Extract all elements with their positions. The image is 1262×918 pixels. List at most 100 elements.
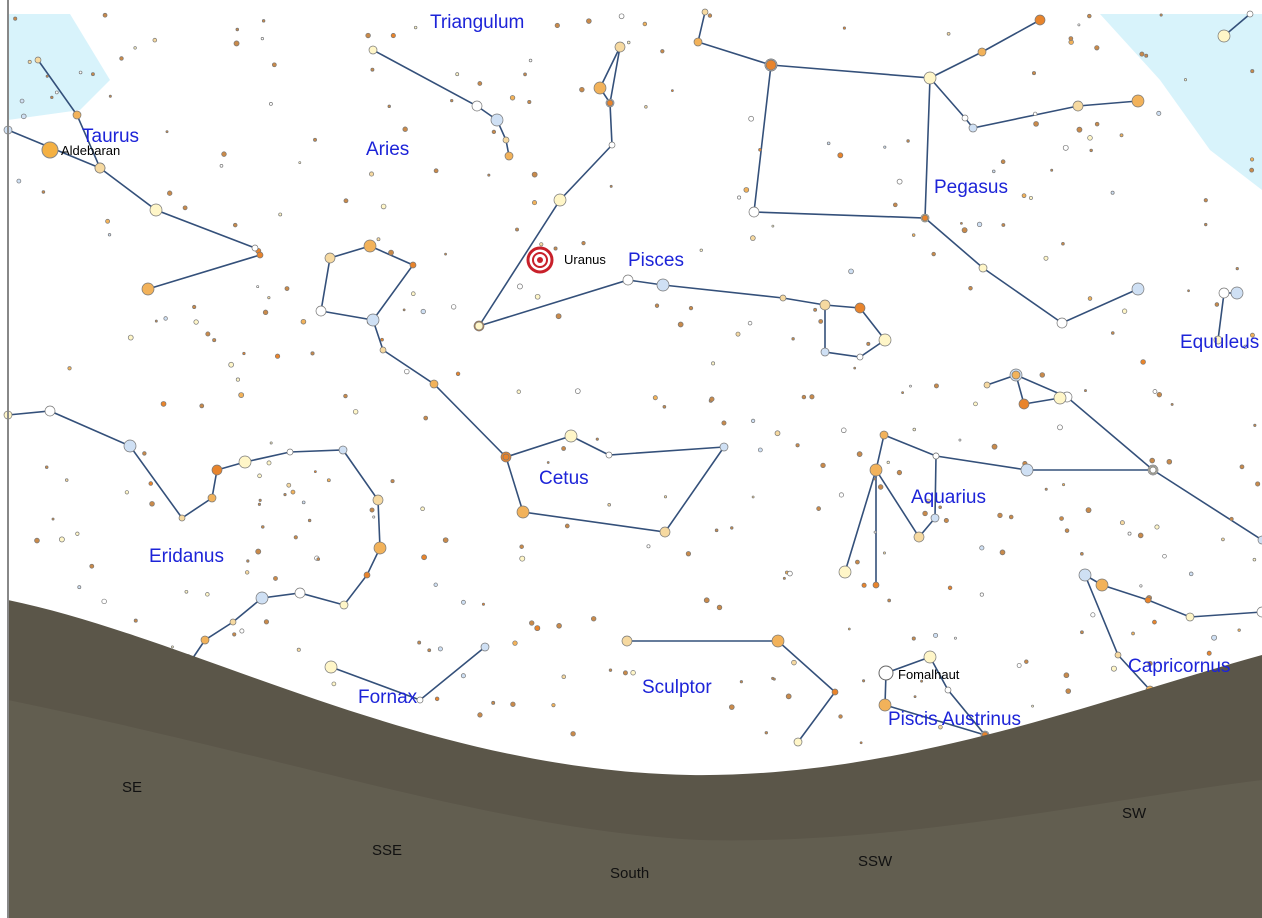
star-dot [1150,467,1156,473]
star-dot [857,452,862,457]
star-dot [370,508,374,512]
star-dot [179,515,185,521]
star-dot [792,338,795,341]
star-dot [922,215,928,221]
star-dot [657,279,669,291]
star-dot [979,264,987,272]
star-dot [511,702,516,707]
star-dot [857,354,863,360]
star-dot [945,687,951,693]
star-dot [893,203,897,207]
star-dot [736,332,740,336]
star-dot [766,60,776,70]
star-dot [443,538,448,543]
star-dot [1152,620,1156,624]
star-dot [788,571,793,576]
star-dot [482,603,484,605]
star-dot [749,116,754,121]
star-dot [969,286,973,290]
star-dot [1189,572,1193,576]
star-dot [435,697,439,701]
star-dot [472,101,482,111]
star-dot [556,314,561,319]
star-dot [45,406,55,416]
star-dot [923,511,928,516]
star-dot [1088,135,1093,140]
star-dot [488,174,490,176]
star-dot [643,22,647,26]
star-dot [615,42,625,52]
star-dot [562,675,566,679]
star-dot [230,619,236,625]
star-dot [1215,303,1219,307]
star-dot [575,389,580,394]
star-dot [860,742,862,744]
star-dot [960,222,962,224]
star-dot [256,549,261,554]
star-dot [1022,194,1026,198]
star-dot [1231,287,1243,299]
star-dot [45,466,48,469]
star-dot [314,471,316,473]
star-dot [902,392,904,394]
star-dot [909,385,911,387]
star-dot [974,402,978,406]
star-dot [450,99,453,102]
star-dot [404,369,409,374]
star-dot [1078,24,1080,26]
star-dot [775,431,780,436]
star-dot [424,416,428,420]
star-dot [35,57,41,63]
star-dot [821,463,826,468]
star-dot [353,409,358,414]
star-dot [388,250,393,255]
star-dot [992,444,997,449]
star-dot [451,305,456,310]
star-dot [1054,392,1066,404]
star-dot [21,114,26,119]
star-dot [653,396,657,400]
constellation-label: Pegasus [934,177,1008,198]
star-dot [1064,673,1069,678]
star-dot [524,73,527,76]
star-dot [980,593,983,596]
star-dot [268,296,270,298]
star-dot [888,599,891,602]
star-dot [234,41,239,46]
star-dot [867,342,870,345]
star-dot [959,439,961,441]
star-dot [879,666,893,680]
star-dot [737,196,740,199]
star-dot [1096,579,1108,591]
star-dot [1088,297,1092,301]
star-dot [150,204,162,216]
star-dot [258,503,260,505]
star-dot [540,243,543,246]
star-dot [596,438,598,440]
star-dot [291,490,295,494]
star-dot [388,105,391,108]
star-dot [517,506,529,518]
star-dot [884,146,886,148]
star-dot [1065,529,1069,533]
star-dot [1111,191,1114,194]
star-dot [883,552,885,554]
direction-label: SW [1122,805,1147,822]
star-dot [28,60,31,63]
star-dot [645,106,648,109]
star-dot [717,605,722,610]
star-dot [562,447,566,451]
star-dot [503,137,509,143]
star-dot [678,322,683,327]
star-dot [1032,705,1034,707]
star-dot [1256,482,1260,486]
star-dot [55,91,58,94]
star-dot [270,442,272,444]
star-dot [208,494,216,502]
constellation-label: Equuleus [1180,332,1259,353]
star-dot [491,114,503,126]
star-dot [700,249,703,252]
star-dot [143,452,147,456]
star-dot [1115,652,1121,658]
star-dot [517,390,521,394]
